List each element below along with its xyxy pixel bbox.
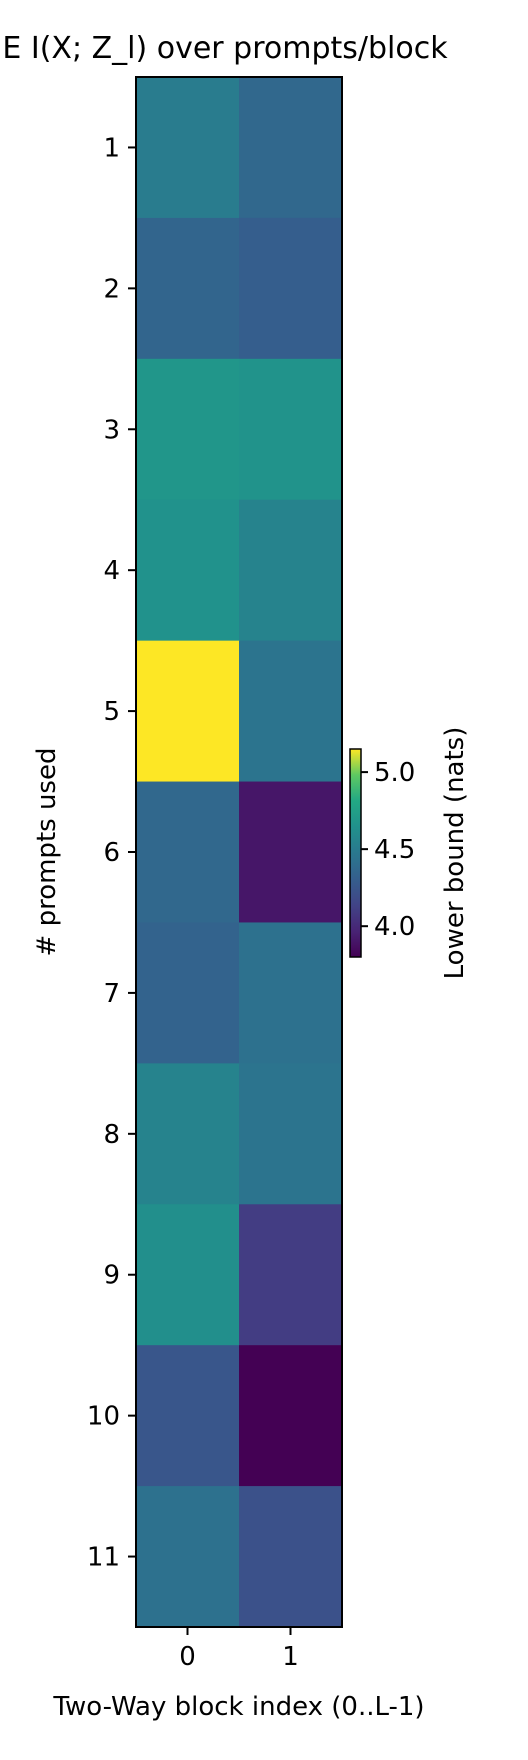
x-axis-label: Two-Way block index (0..L-1) [52, 1692, 424, 1722]
colorbar-label: Lower bound (nats) [440, 727, 470, 980]
heatmap-cell [136, 1204, 240, 1346]
y-axis-label: # prompts used [32, 748, 62, 957]
y-tick-label: 4 [103, 556, 120, 586]
heatmap-cell [136, 781, 240, 923]
heatmap-cell [239, 1345, 343, 1487]
x-tick-label: 1 [282, 1642, 299, 1672]
y-tick-label: 1 [103, 133, 120, 163]
y-tick-label: 10 [87, 1402, 120, 1432]
x-tick-label: 0 [179, 1642, 196, 1672]
y-tick-label: 3 [103, 415, 120, 445]
heatmap-cell [239, 499, 343, 642]
heatmap-cell [239, 77, 343, 219]
heatmap-cell [136, 217, 240, 360]
y-axis: 1 2 3 4 5 6 7 8 9 10 11 [87, 133, 136, 1573]
heatmap-cell [239, 781, 343, 923]
heatmap-cell [239, 1486, 343, 1628]
heatmap-cell [136, 640, 240, 783]
colorbar-ticks: 4.0 4.5 5.0 [361, 758, 415, 942]
heatmap-cell [239, 1063, 343, 1205]
heatmap-cell [136, 922, 240, 1064]
heatmap-cell [239, 217, 343, 360]
heatmap-cell [136, 1063, 240, 1205]
heatmap-cell [136, 77, 240, 219]
chart-title: E I(X; Z_l) over prompts/block [2, 31, 448, 66]
heatmap-cell [136, 499, 240, 642]
colorbar-tick-label: 4.0 [374, 912, 415, 942]
y-tick-label: 2 [103, 274, 120, 304]
heatmap-cell [136, 1486, 240, 1628]
colorbar [349, 748, 362, 958]
colorbar-tick-label: 5.0 [374, 758, 415, 788]
heatmap-cell [239, 640, 343, 783]
y-tick-label: 9 [103, 1261, 120, 1291]
heatmap-cell [136, 1345, 240, 1487]
heatmap-cell [239, 922, 343, 1064]
y-tick-label: 6 [103, 838, 120, 868]
y-tick-label: 11 [87, 1543, 120, 1573]
heatmap-cell [239, 358, 343, 501]
y-tick-label: 5 [103, 697, 120, 727]
colorbar-tick-label: 4.5 [374, 835, 415, 865]
heatmap-cell [136, 358, 240, 501]
y-tick-label: 7 [103, 979, 120, 1009]
heatmap-cells [136, 77, 343, 1628]
y-tick-label: 8 [103, 1120, 120, 1150]
heatmap-cell [239, 1204, 343, 1346]
